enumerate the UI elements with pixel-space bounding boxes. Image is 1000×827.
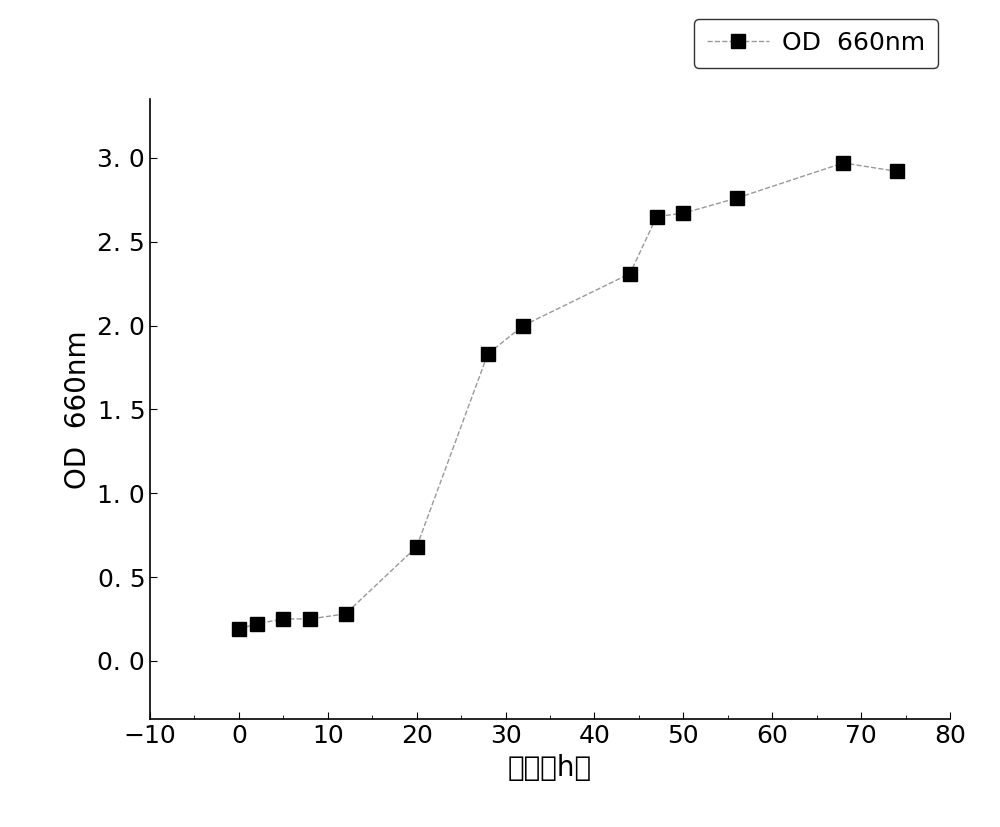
OD  660nm [677, 208, 689, 218]
OD  660nm [482, 349, 494, 359]
OD  660nm [731, 194, 743, 203]
Y-axis label: OD  660nm: OD 660nm [64, 330, 92, 489]
OD  660nm [411, 542, 423, 552]
OD  660nm [340, 609, 352, 619]
OD  660nm [891, 166, 903, 176]
OD  660nm [517, 321, 529, 331]
X-axis label: 时间（h）: 时间（h） [508, 754, 592, 782]
OD  660nm [233, 624, 245, 634]
Line: OD  660nm: OD 660nm [232, 156, 904, 636]
OD  660nm [651, 212, 663, 222]
OD  660nm [251, 619, 263, 629]
OD  660nm [304, 614, 316, 624]
OD  660nm [624, 269, 636, 279]
OD  660nm [277, 614, 289, 624]
OD  660nm [837, 158, 849, 168]
Legend: OD  660nm: OD 660nm [694, 19, 938, 68]
